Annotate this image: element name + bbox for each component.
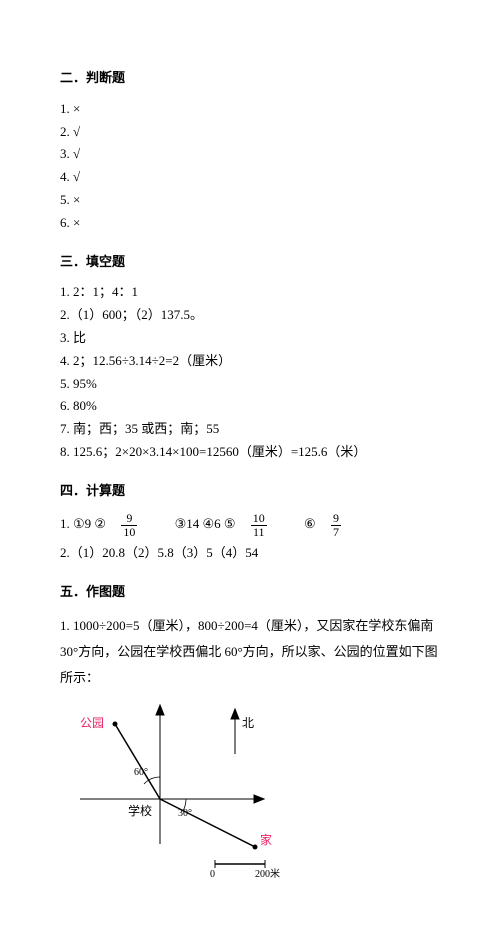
scale-0: 0 [210,869,215,879]
calc-1-p3: ⑥ [304,516,316,531]
ans-2-5: 5. × [60,190,440,211]
ans-2-2: 2. √ [60,122,440,143]
ans-3-3: 3. 比 [60,328,440,349]
calc-1-p2: ③14 ④6 ⑤ [175,516,236,531]
section-2-title: 二．判断题 [60,68,440,89]
ans-2-1: 1. × [60,99,440,120]
calc-1-p1: 1. ①9 ② [60,516,106,531]
frac-2: 1011 [251,512,277,539]
ans-3-6: 6. 80% [60,396,440,417]
direction-diagram: 公园 学校 家 北 60° 30° 0 200米 [60,699,320,879]
ans-3-4: 4. 2；12.56÷3.14÷2=2（厘米） [60,351,440,372]
label-park: 公园 [80,716,104,730]
label-home: 家 [260,832,272,847]
frac-3: 97 [331,512,351,539]
calc-row-2: 2.（1）20.8（2）5.8（3）5（4）54 [60,543,440,564]
frac-1: 910 [121,512,147,539]
label-school: 学校 [128,803,152,818]
section-3-title: 三．填空题 [60,252,440,273]
section-4-title: 四．计算题 [60,481,440,502]
label-north: 北 [242,716,254,730]
sec5-text: 1. 1000÷200=5（厘米），800÷200=4（厘米），又因家在学校东偏… [60,613,440,691]
ans-3-1: 1. 2：1；4：1 [60,282,440,303]
section-5-title: 五．作图题 [60,582,440,603]
label-60: 60° [134,767,148,778]
ans-3-2: 2.（1）600；（2）137.5。 [60,305,440,326]
scale-200: 200米 [255,867,280,879]
ans-3-8: 8. 125.6；2×20×3.14×100=12560（厘米）=125.6（米… [60,442,440,463]
ans-2-3: 3. √ [60,144,440,165]
section-2-answers: 1. × 2. √ 3. √ 4. √ 5. × 6. × [60,99,440,234]
ans-2-4: 4. √ [60,167,440,188]
ans-3-7: 7. 南；西；35 或西；南；55 [60,419,440,440]
label-30: 30° [178,808,192,819]
ans-2-6: 6. × [60,213,440,234]
section-3-answers: 1. 2：1；4：1 2.（1）600；（2）137.5。 3. 比 4. 2；… [60,282,440,462]
ans-3-5: 5. 95% [60,374,440,395]
calc-row-1: 1. ①9 ② 910 ③14 ④6 ⑤ 1011 ⑥ 97 [60,512,440,539]
